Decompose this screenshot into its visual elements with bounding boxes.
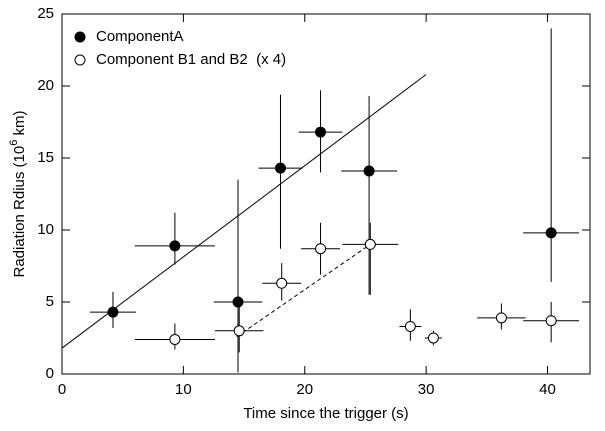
- point: [315, 126, 327, 138]
- y-tick-label: 15: [37, 149, 54, 166]
- point: [427, 332, 439, 344]
- plot-frame: [61, 13, 591, 375]
- legend-marker: [74, 31, 86, 43]
- x-tick-label: 20: [296, 381, 313, 398]
- point: [276, 277, 288, 289]
- point: [169, 333, 181, 345]
- fit-line: [61, 74, 427, 349]
- fit-line: [236, 243, 371, 337]
- legend-label: ComponentA: [96, 28, 184, 45]
- y-tick-label: 0: [46, 365, 54, 382]
- point: [274, 162, 286, 174]
- x-tick-label: 0: [58, 381, 66, 398]
- y-tick-label: 5: [46, 293, 54, 310]
- legend-marker: [74, 54, 86, 66]
- x-tick-label: 30: [418, 381, 435, 398]
- point: [233, 325, 245, 337]
- point: [169, 240, 181, 252]
- point: [545, 227, 557, 239]
- y-axis-label: Radiation Rdius (106 km): [8, 110, 28, 277]
- point: [363, 165, 375, 177]
- y-tick-label: 10: [37, 221, 54, 238]
- point: [404, 320, 416, 332]
- legend-label: Component B1 and B2 (x 4): [96, 51, 286, 68]
- y-label-sup: 6: [8, 140, 20, 146]
- point: [495, 312, 507, 324]
- x-axis-label: Time since the trigger (s): [243, 405, 408, 422]
- point: [107, 306, 119, 318]
- point: [545, 315, 557, 327]
- x-tick-label: 10: [175, 381, 192, 398]
- y-tick-label: 25: [37, 5, 54, 22]
- point: [364, 238, 376, 250]
- y-label-end: km): [11, 110, 28, 139]
- point: [232, 296, 244, 308]
- x-tick-label: 40: [539, 381, 556, 398]
- y-label-main: Radiation Rdius (10: [11, 146, 28, 278]
- y-tick-label: 20: [37, 77, 54, 94]
- point: [315, 243, 327, 255]
